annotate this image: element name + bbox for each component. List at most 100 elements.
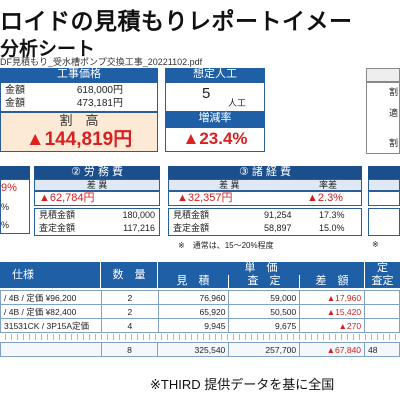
wari-value: 144,819円 xyxy=(44,129,133,150)
s4-sub-header xyxy=(368,179,400,191)
row1-value: 618,000円 xyxy=(76,85,123,96)
koji-price-box: 金額 618,000円 金額 473,181円 xyxy=(0,82,158,112)
table-row-total: 8 325,540 257,700 ▲67,840 48 xyxy=(0,342,400,357)
th-right-sub: 査定 xyxy=(365,275,400,288)
th-unit-price: 単 価 xyxy=(158,262,364,275)
s3-diff-box: ▲32,357円 ▲2.3% xyxy=(168,191,362,206)
detail-table: / 4B / 定価 ¥96,200 2 76,960 59,000 ▲ 17,96… xyxy=(0,290,400,333)
s3-col1-header: 差 異 xyxy=(219,180,240,190)
up-triangle-icon: ▲ xyxy=(25,129,45,150)
s3-rows: 見積金額 91,254 17.3% 査定金額 58,897 15.0% xyxy=(168,208,362,236)
s2-row2-value: 117,216 xyxy=(123,223,155,233)
cell-est: 325,540 xyxy=(157,342,230,357)
s3-diff: 32,357円 xyxy=(187,192,233,204)
sotei-unit: 人工 xyxy=(228,98,247,108)
cell-est: 65,920 xyxy=(157,304,230,319)
cell-right xyxy=(364,304,400,319)
s2-row1-label: 見積金額 xyxy=(39,210,76,220)
row2-value: 473,181円 xyxy=(76,98,123,109)
s2-row2-label: 査定金額 xyxy=(39,223,76,233)
s3-col2-header: 率差 xyxy=(319,180,338,190)
th-assessed: 査 定 xyxy=(229,275,299,288)
up-triangle-icon: ▲ xyxy=(338,320,347,331)
s3-row1-rate: 17.3% xyxy=(319,210,345,220)
cell-diff: 15,420 xyxy=(335,306,362,317)
up-triangle-icon: ▲ xyxy=(177,192,188,204)
cell-ass: 59,000 xyxy=(228,290,301,305)
up-triangle-icon: ▲ xyxy=(307,192,318,204)
s3-row2-rate: 15.0% xyxy=(319,223,345,233)
zogen-value: 23.4% xyxy=(199,129,248,148)
file-name: DF見積もり_受水槽ポンプ交換工事_20221102.pdf xyxy=(0,57,203,67)
omitted-rows-divider xyxy=(0,334,400,340)
cell-qty: 2 xyxy=(100,304,159,319)
right-box: 割 適 割 xyxy=(366,82,400,154)
s2-sub-header: 差 異 xyxy=(34,179,160,191)
s4-note: ※ xyxy=(372,240,379,249)
s3-row2-value: 58,897 xyxy=(264,223,292,233)
sotei-box: 5 人工 xyxy=(165,82,265,112)
s3-row2-label: 査定金額 xyxy=(173,223,210,233)
up-triangle-icon: ▲ xyxy=(39,192,50,204)
th-diff: 差 額 xyxy=(300,275,364,288)
cell-ass: 257,700 xyxy=(228,342,301,357)
up-triangle-icon: ▲ xyxy=(326,344,336,355)
s3-row1-label: 見積金額 xyxy=(173,210,210,220)
cell-right xyxy=(364,290,400,305)
right-label-3: 割 xyxy=(389,138,399,148)
cell-qty: 4 xyxy=(100,318,159,333)
cell-qty: 2 xyxy=(100,290,159,305)
sotei-header: 想定人工 xyxy=(165,68,265,82)
cell-spec: / 4B / 定価 ¥96,200 xyxy=(0,290,102,305)
detail-total-table: 8 325,540 257,700 ▲67,840 48 xyxy=(0,342,400,357)
s2-row1-value: 180,000 xyxy=(122,210,155,220)
s3-sub-header: 差 異 率差 xyxy=(168,179,362,191)
cell-diff: 17,960 xyxy=(335,292,362,303)
sotei-value: 5 xyxy=(202,85,211,102)
s3-note: ※ 通常は、15～20%程度 xyxy=(178,241,274,250)
s1-header xyxy=(0,166,30,179)
th-spec: 仕様 xyxy=(0,262,100,288)
s4-rows xyxy=(368,208,400,236)
cell-right: 48 xyxy=(364,342,400,357)
s3-row1-value: 91,254 xyxy=(264,210,292,220)
s3-rate-diff: 2.3% xyxy=(317,192,343,204)
up-triangle-icon: ▲ xyxy=(182,129,200,148)
cell-est: 9,945 xyxy=(157,318,230,333)
s2-diff: 62,784円 xyxy=(49,192,95,204)
s2-diff-box: ▲62,784円 xyxy=(34,191,160,206)
page-title: ロイドの見積もりレポートイメー xyxy=(0,8,353,34)
cell-ass: 50,500 xyxy=(228,304,301,319)
table-row: / 4B / 定価 ¥96,200 2 76,960 59,000 ▲17,96… xyxy=(0,290,400,305)
detail-table-header: 仕様 数 量 単 価 見 積 査 定 差 額 定 査定 xyxy=(0,262,400,288)
right-label-1: 割 xyxy=(389,87,399,97)
cell-spec xyxy=(0,342,102,357)
right-header xyxy=(366,68,400,82)
cell-est: 76,960 xyxy=(157,290,230,305)
s1-r1: % xyxy=(1,202,10,212)
right-label-2: 適 xyxy=(389,108,399,118)
row2-label: 金額 xyxy=(5,98,25,109)
wari-box: 割 高 ▲144,819円 xyxy=(0,112,158,152)
zogen-header: 増減率 xyxy=(165,112,265,127)
cell-diff: 67,840 xyxy=(335,344,362,355)
s2-header: ② 労 務 費 xyxy=(34,166,160,179)
cell-right xyxy=(364,318,400,333)
th-right-top: 定 xyxy=(365,262,400,275)
wari-label: 割 高 xyxy=(59,113,99,128)
cell-diff: 270 xyxy=(346,320,362,331)
s3-header: ③ 諸 経 費 xyxy=(168,166,362,179)
sheet-subtitle: 分析シート xyxy=(0,39,96,60)
s1-box: 9% % % xyxy=(0,179,30,234)
row1-label: 金額 xyxy=(5,85,25,96)
s2-rows: 見積金額 180,000 査定金額 117,216 xyxy=(34,208,160,236)
up-triangle-icon: ▲ xyxy=(326,306,336,317)
table-row: 31531CK / 3P15A定価 4 9,945 9,675 ▲270 xyxy=(0,318,400,333)
cell-spec: 31531CK / 3P15A定価 xyxy=(0,318,102,333)
cell-spec: / 4B / 定価 ¥82,400 xyxy=(0,304,102,319)
th-estimate: 見 積 xyxy=(158,275,228,288)
zogen-box: ▲23.4% xyxy=(165,127,265,152)
cell-ass: 9,675 xyxy=(228,318,301,333)
s1-r2: % xyxy=(1,220,10,230)
footer-note: ※THIRD 提供データを基に全国 xyxy=(150,377,335,392)
